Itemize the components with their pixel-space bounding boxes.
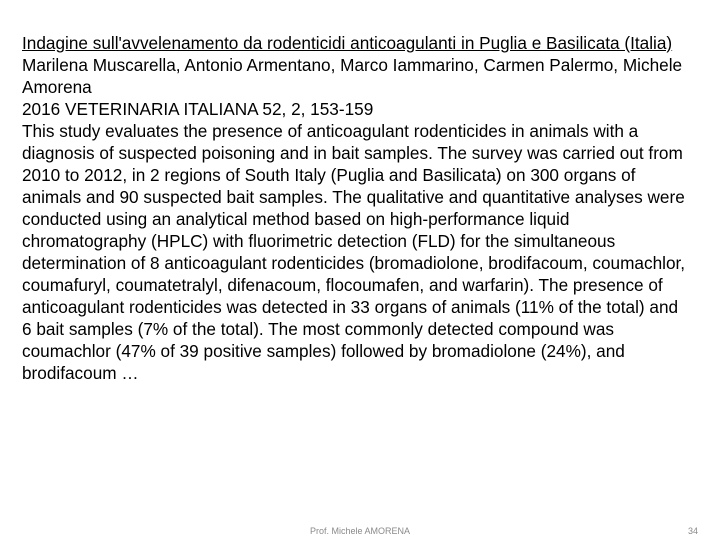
slide: Indagine sull'avvelenamento da rodentici… — [0, 0, 720, 540]
page-number: 34 — [688, 526, 698, 536]
paper-abstract: This study evaluates the presence of ant… — [22, 121, 685, 383]
paper-authors: Marilena Muscarella, Antonio Armentano, … — [22, 55, 682, 97]
footer-author: Prof. Michele AMORENA — [310, 526, 410, 536]
paper-title: Indagine sull'avvelenamento da rodentici… — [22, 33, 672, 53]
slide-body: Indagine sull'avvelenamento da rodentici… — [22, 32, 692, 384]
paper-citation: 2016 VETERINARIA ITALIANA 52, 2, 153-159 — [22, 99, 373, 119]
